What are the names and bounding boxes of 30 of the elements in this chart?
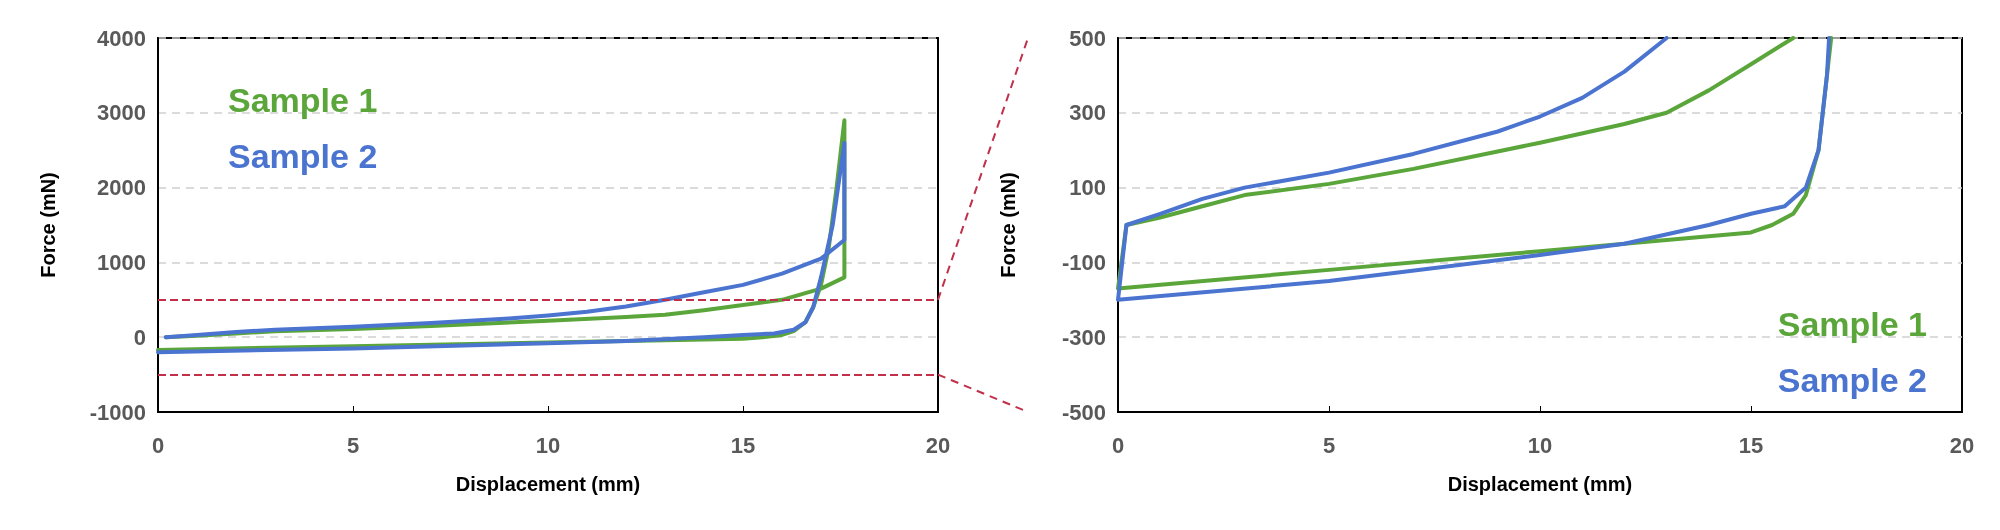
x-tick-label: 20 bbox=[925, 432, 951, 458]
y-tick-label: -1000 bbox=[89, 399, 146, 425]
text: Sample 1 bbox=[1777, 305, 1928, 343]
x-tick-label: 15 bbox=[1738, 432, 1764, 458]
y-tick-label: 4000 bbox=[97, 25, 146, 51]
y-tick-label: 0 bbox=[133, 324, 146, 350]
x-tick-label: 10 bbox=[1527, 432, 1553, 458]
x-tick-label: 5 bbox=[1322, 432, 1336, 458]
y-tick-label: 3000 bbox=[97, 100, 146, 126]
x-tick-label: 20 bbox=[1949, 432, 1975, 458]
x-tick-label: 0 bbox=[151, 432, 165, 458]
y-tick-label: 100 bbox=[1069, 175, 1106, 201]
x-axis-title: Displacement (mm) bbox=[455, 473, 641, 495]
text: Sample 2 bbox=[228, 137, 378, 175]
y-axis-title: Force (mN) bbox=[37, 172, 59, 278]
text: Sample 1 bbox=[228, 81, 378, 119]
y-tick-label: -100 bbox=[1061, 249, 1106, 275]
text: Sample 2 bbox=[1777, 361, 1928, 399]
x-tick-label: 15 bbox=[730, 432, 756, 458]
y-tick-label: 500 bbox=[1069, 25, 1106, 51]
x-axis-title: Displacement (mm) bbox=[1447, 473, 1633, 495]
x-tick-label: 5 bbox=[346, 432, 360, 458]
y-tick-label: -500 bbox=[1061, 399, 1106, 425]
x-tick-label: 10 bbox=[535, 432, 561, 458]
y-tick-label: -300 bbox=[1061, 324, 1106, 350]
y-tick-label: 2000 bbox=[97, 175, 146, 201]
y-tick-label: 1000 bbox=[97, 249, 146, 275]
y-axis-title: Force (mN) bbox=[997, 172, 1019, 278]
y-tick-label: 300 bbox=[1069, 100, 1106, 126]
x-tick-label: 0 bbox=[1111, 432, 1125, 458]
